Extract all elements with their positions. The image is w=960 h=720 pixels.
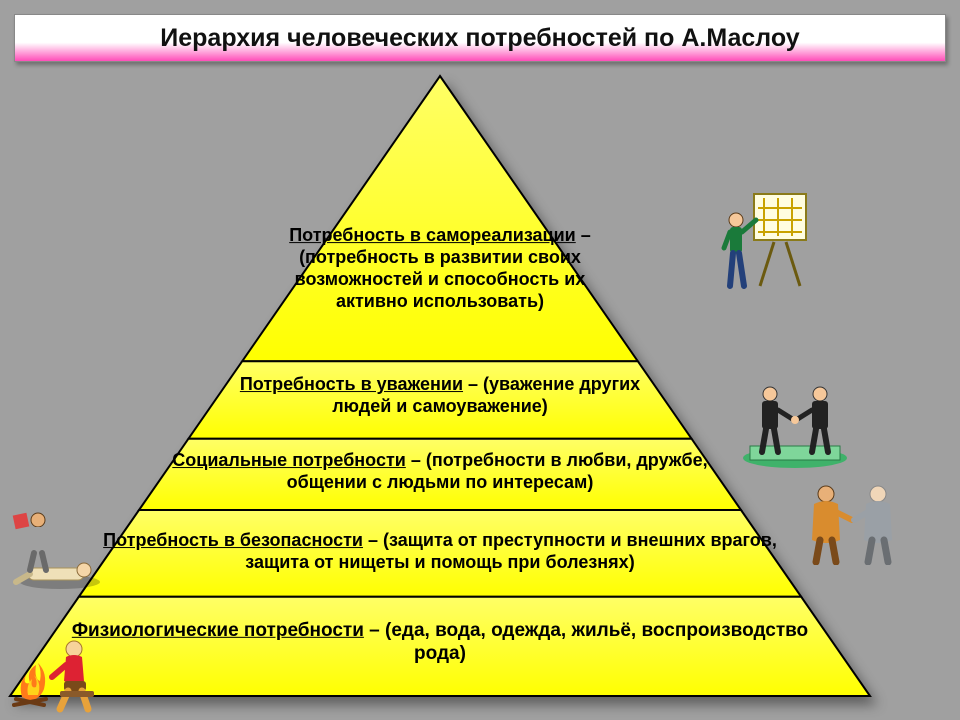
level-2-esteem: Потребность в уважении – (уважение други… bbox=[225, 374, 655, 418]
injured-person-icon bbox=[10, 510, 105, 595]
level-4-header: Потребность в безопасности bbox=[103, 530, 363, 550]
page-title: Иерархия человеческих потребностей по А.… bbox=[160, 24, 799, 53]
stage: Потребность в самореализации – (потребно… bbox=[0, 70, 960, 720]
level-5-physiological: Физиологические потребности – (еда, вода… bbox=[60, 619, 820, 665]
level-4-safety: Потребность в безопасности – (защита от … bbox=[100, 530, 780, 574]
level-2-header: Потребность в уважении bbox=[240, 374, 463, 394]
level-3-social: Социальные потребности – (потребности в … bbox=[160, 450, 720, 494]
level-1-header: Потребность в самореализации bbox=[289, 225, 576, 245]
level-3-header: Социальные потребности bbox=[172, 450, 406, 470]
level-5-body: – (еда, вода, одежда, жильё, воспроизвод… bbox=[364, 620, 808, 664]
presenter-icon bbox=[720, 190, 810, 290]
title-bar: Иерархия человеческих потребностей по А.… bbox=[14, 14, 946, 62]
campfire-icon bbox=[8, 625, 103, 715]
level-1-self-actualization: Потребность в самореализации – (потребно… bbox=[285, 225, 595, 313]
handshake-icon bbox=[740, 380, 850, 470]
level-5-header: Физиологические потребности bbox=[72, 620, 364, 641]
people-talking-icon bbox=[800, 480, 905, 565]
